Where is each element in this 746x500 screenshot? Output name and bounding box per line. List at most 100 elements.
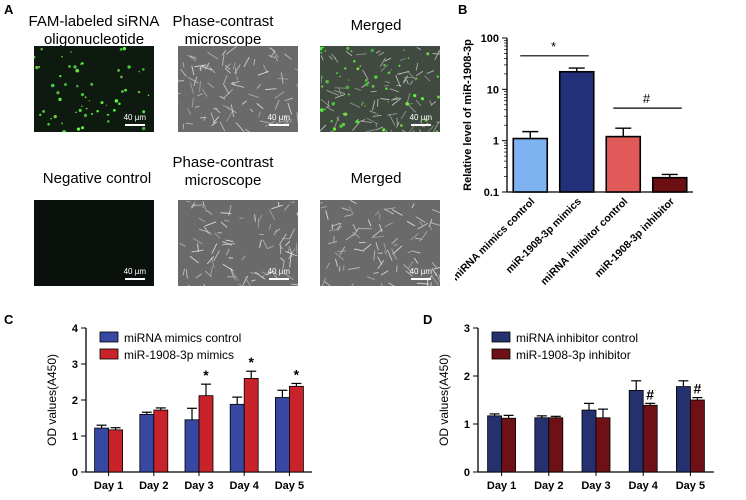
fluorescent-spot bbox=[370, 48, 374, 53]
cell-streak bbox=[335, 258, 338, 267]
cell-streak bbox=[191, 97, 194, 108]
panel-d-letter: D bbox=[423, 312, 433, 327]
fluorescent-spot bbox=[59, 74, 62, 78]
cell-streak bbox=[429, 225, 433, 231]
fluorescent-spot bbox=[353, 60, 356, 63]
cell-streak bbox=[431, 275, 439, 286]
cell-streak bbox=[225, 239, 234, 242]
cell-streak bbox=[411, 203, 415, 209]
cell-streak bbox=[369, 110, 377, 114]
bar bbox=[243, 378, 259, 473]
cell-streak bbox=[271, 204, 283, 210]
fluorescent-spot bbox=[80, 93, 85, 97]
cell-streak bbox=[296, 112, 298, 124]
cell-streak bbox=[400, 110, 407, 120]
fluorescent-spot bbox=[330, 119, 333, 123]
cell-streak bbox=[383, 242, 387, 253]
cell-streak bbox=[408, 105, 417, 113]
bar bbox=[501, 417, 516, 473]
cell-streak bbox=[209, 266, 213, 277]
cell-streak bbox=[198, 65, 210, 70]
merged-micrograph-bottom: 40 µm bbox=[320, 200, 440, 286]
cell-streak bbox=[333, 89, 346, 95]
cell-streak bbox=[320, 124, 327, 132]
cell-streak bbox=[387, 113, 398, 116]
cell-streak bbox=[388, 282, 395, 286]
fluorescent-spot bbox=[142, 126, 146, 131]
cell-streak bbox=[222, 263, 234, 272]
cell-streak bbox=[238, 283, 246, 286]
cell-streak bbox=[254, 271, 266, 280]
cell-streak bbox=[372, 228, 383, 238]
micrograph-texture bbox=[320, 200, 440, 286]
cell-streak bbox=[214, 107, 221, 114]
cell-streak bbox=[349, 200, 357, 205]
cell-streak bbox=[354, 248, 364, 252]
bar bbox=[628, 390, 644, 473]
cell-streak bbox=[289, 228, 295, 240]
fluorescent-spot bbox=[100, 101, 104, 105]
cell-streak bbox=[220, 221, 228, 228]
micrograph-texture bbox=[320, 46, 440, 132]
cell-streak bbox=[406, 220, 416, 227]
cell-streak bbox=[361, 120, 373, 123]
fluorescent-spot bbox=[336, 72, 339, 75]
cell-streak bbox=[409, 80, 414, 85]
fluorescent-spot bbox=[53, 115, 57, 119]
fluorescent-spot bbox=[382, 128, 386, 132]
cell-streak bbox=[366, 117, 379, 125]
cell-streak bbox=[194, 64, 207, 68]
cell-streak bbox=[380, 64, 388, 72]
bar bbox=[108, 429, 123, 473]
cell-streak bbox=[232, 62, 237, 70]
fluorescent-spot bbox=[120, 75, 123, 79]
cell-streak bbox=[419, 129, 422, 132]
significance-mark: # bbox=[643, 91, 651, 106]
cell-streak bbox=[380, 270, 389, 276]
x-tick-label: Day 2 bbox=[534, 480, 563, 492]
fluorescent-spot bbox=[142, 110, 146, 114]
fam-label: FAM-labeled siRNA oligonucleotide bbox=[28, 13, 160, 48]
fluorescent-spot bbox=[424, 118, 428, 122]
cell-streak bbox=[391, 208, 403, 216]
bar bbox=[94, 427, 109, 473]
fluorescent-spot bbox=[58, 97, 62, 102]
cell-streak bbox=[375, 242, 379, 251]
fluorescent-spot bbox=[413, 94, 417, 98]
bar bbox=[595, 417, 611, 473]
cell-streak bbox=[334, 252, 344, 261]
cell-streak bbox=[274, 91, 285, 99]
cell-streak bbox=[274, 55, 279, 62]
cell-streak bbox=[390, 129, 393, 132]
fluorescent-spot bbox=[147, 94, 150, 97]
cell-streak bbox=[320, 55, 324, 61]
cell-streak bbox=[225, 63, 232, 68]
fluorescent-spot bbox=[56, 91, 60, 95]
fluorescent-spot bbox=[81, 126, 85, 130]
cell-streak bbox=[351, 283, 354, 286]
cell-streak bbox=[257, 70, 269, 76]
cell-streak bbox=[417, 222, 428, 230]
scale-bar-label: 40 µm bbox=[123, 267, 146, 276]
fluorescent-spot bbox=[118, 102, 121, 106]
bar bbox=[558, 70, 595, 193]
fluorescent-spot bbox=[61, 122, 64, 125]
scale-bar-label: 40 µm bbox=[409, 267, 432, 276]
cell-streak bbox=[273, 229, 278, 236]
micrograph-texture bbox=[34, 200, 154, 286]
cell-streak bbox=[436, 121, 440, 123]
cell-streak bbox=[211, 243, 218, 254]
y-tick-label: 1 bbox=[493, 136, 499, 148]
x-tick-label: Day 4 bbox=[629, 480, 659, 492]
cell-streak bbox=[267, 245, 275, 249]
fluorescent-spot bbox=[321, 76, 323, 78]
cell-streak bbox=[270, 48, 279, 58]
cell-streak bbox=[223, 88, 234, 99]
cell-streak bbox=[333, 116, 340, 129]
cell-streak bbox=[187, 76, 199, 84]
cell-streak bbox=[377, 259, 385, 270]
cell-streak bbox=[280, 72, 284, 84]
cell-streak bbox=[200, 116, 206, 119]
cell-streak bbox=[232, 83, 245, 88]
merged-label-bottom: Merged bbox=[350, 170, 402, 187]
